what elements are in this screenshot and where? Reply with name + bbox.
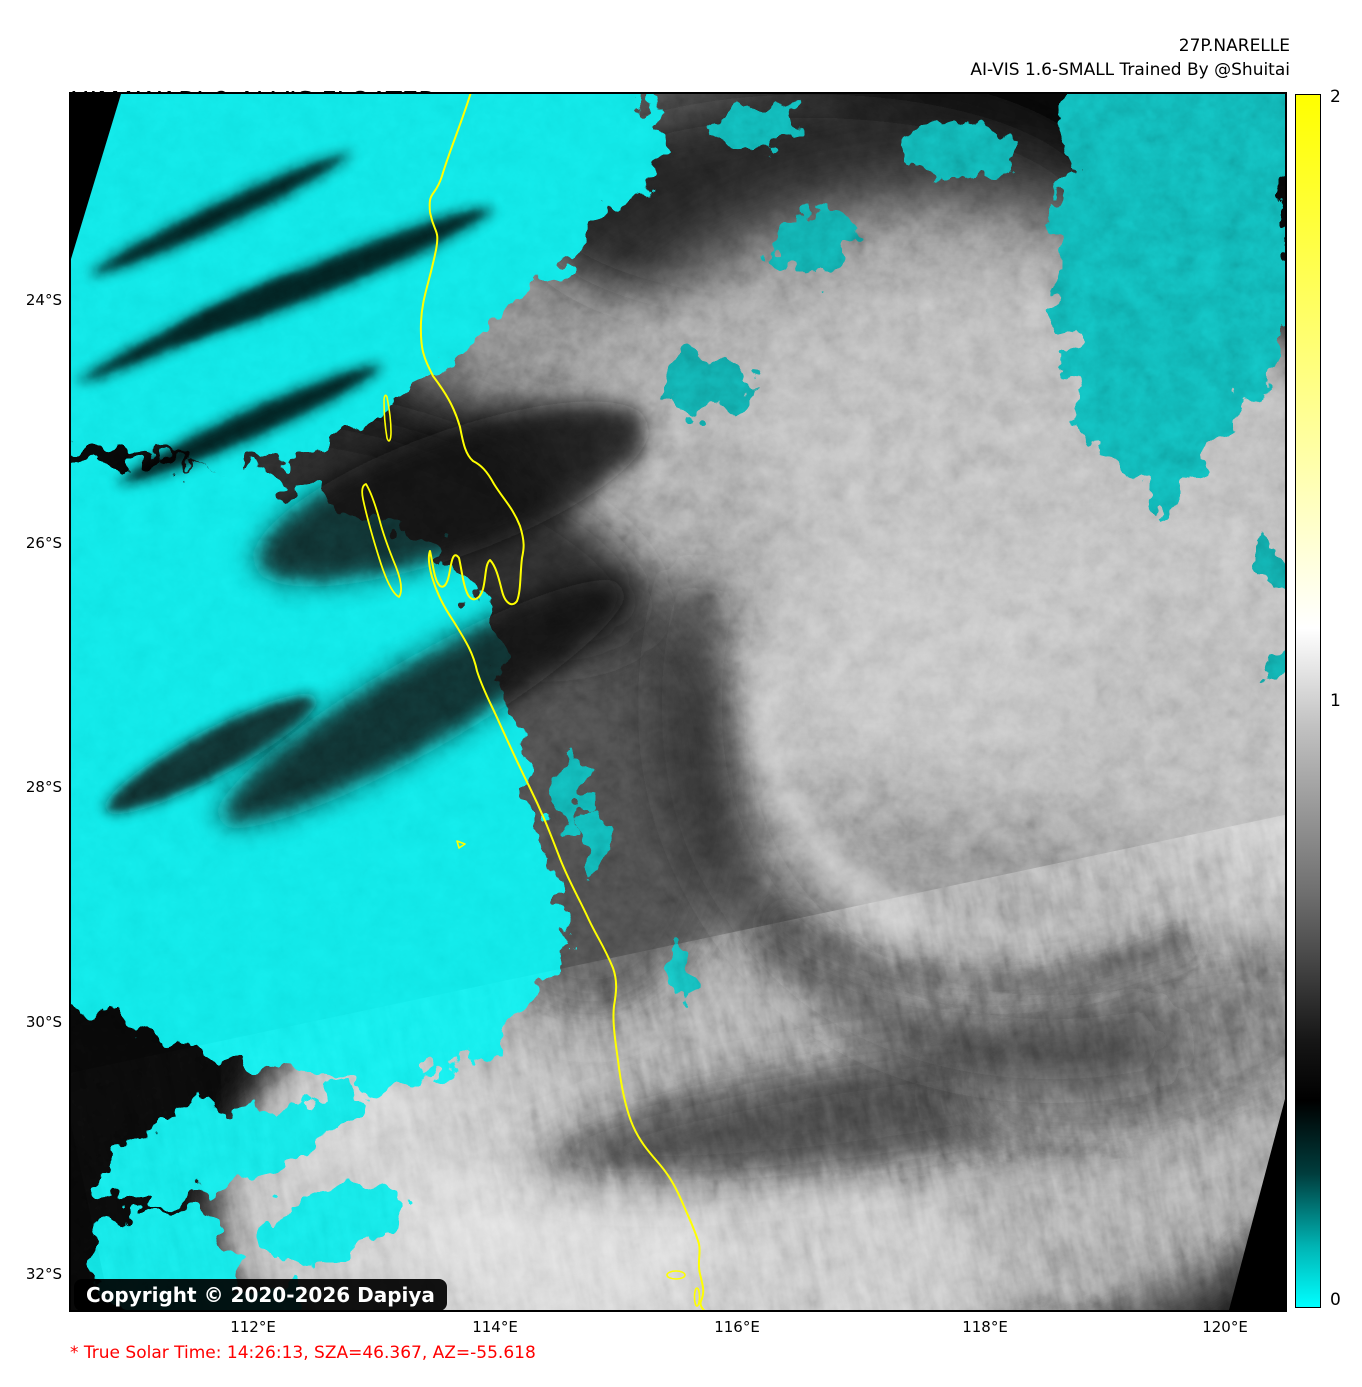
lon-tick-118e: 118°E	[962, 1318, 1008, 1336]
storm-id: 27P.NARELLE	[1178, 36, 1290, 56]
islet-mid-coast	[456, 840, 466, 849]
lat-tick-26s: 26°S	[25, 534, 62, 552]
island-garden	[693, 1287, 701, 1307]
lat-tick-32s: 32°S	[25, 1265, 62, 1283]
lon-tick-114e: 114°E	[472, 1318, 518, 1336]
colorbar-tick-1: 1	[1330, 691, 1341, 711]
island-dirk-hartog	[361, 483, 403, 598]
solar-time-annotation: * True Solar Time: 14:26:13, SZA=46.367,…	[70, 1343, 536, 1363]
colorbar-tick-2: 2	[1330, 87, 1341, 107]
lat-tick-24s: 24°S	[25, 291, 62, 309]
lon-tick-112e: 112°E	[230, 1318, 276, 1336]
satellite-image	[69, 92, 1287, 1312]
lon-tick-116e: 116°E	[714, 1318, 760, 1336]
coastline-layer	[361, 94, 705, 1310]
colorbar-tick-0: 0	[1330, 1290, 1341, 1310]
lat-tick-30s: 30°S	[25, 1013, 62, 1031]
copyright-badge: Copyright © 2020-2026 Dapiya	[74, 1279, 447, 1311]
model-credit: AI-VIS 1.6-SMALL Trained By @Shuitai	[970, 60, 1290, 80]
coastline-path	[419, 94, 705, 1310]
island-exmouth-sliver	[383, 394, 392, 442]
credit-block: 27P.NARELLE AI-VIS 1.6-SMALL Trained By …	[970, 34, 1290, 82]
satellite-scene	[71, 94, 1285, 1310]
lon-tick-120e: 120°E	[1202, 1318, 1248, 1336]
wave-texture-overlay	[187, 843, 1285, 1310]
swath-edge-layer	[71, 94, 1285, 1310]
colorbar	[1295, 94, 1321, 1308]
island-rottnest	[666, 1270, 686, 1280]
lat-tick-28s: 28°S	[25, 778, 62, 796]
